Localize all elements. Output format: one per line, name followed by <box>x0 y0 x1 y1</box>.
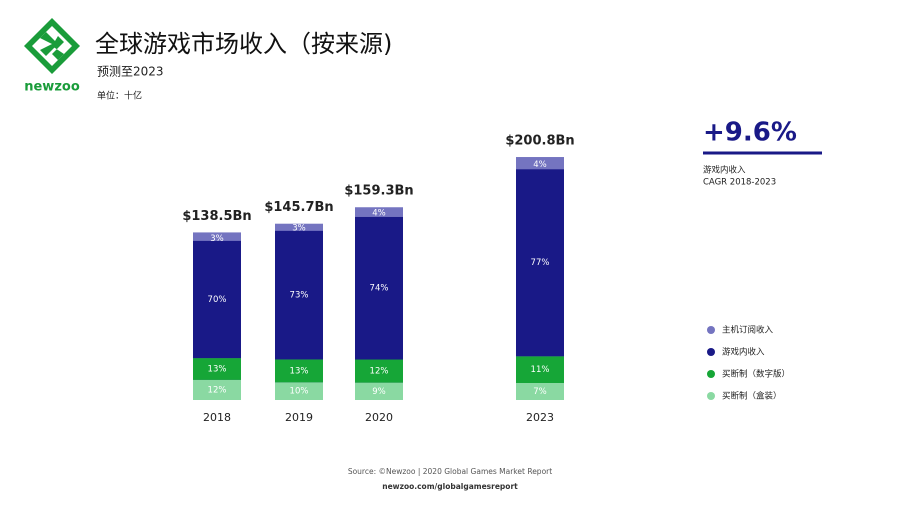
legend-label: 买断制（盒装） <box>722 391 782 402</box>
bar-segment <box>193 358 241 380</box>
bar-segment <box>355 216 403 360</box>
bar-segment <box>516 356 564 383</box>
bar-segment <box>275 225 323 231</box>
logo-mark <box>24 18 80 74</box>
segment-label: 13% <box>208 364 227 374</box>
segment-label: 7% <box>533 387 547 397</box>
annotation-period: CAGR 2018-2023 <box>703 178 776 188</box>
bar-segment <box>193 240 241 359</box>
bar-segment <box>355 359 403 383</box>
segment-label: 73% <box>290 291 309 301</box>
x-tick-label: 2018 <box>203 411 231 424</box>
segment-label: 12% <box>208 385 227 395</box>
legend-swatch <box>707 392 715 400</box>
bar-segment <box>193 235 241 241</box>
bar-segment <box>193 379 241 400</box>
bar-segment <box>516 382 564 400</box>
legend-label: 主机订阅收入 <box>722 325 774 336</box>
segment-label: 70% <box>208 295 227 305</box>
total-label: $138.5Bn <box>182 209 251 224</box>
segment-label: 13% <box>290 366 309 376</box>
segment-label: 74% <box>370 284 389 294</box>
x-tick-label: 2023 <box>526 411 554 424</box>
source: Source: ©Newzoo | 2020 Global Games Mark… <box>348 467 552 476</box>
total-label: $200.8Bn <box>505 134 574 149</box>
total-label: $145.7Bn <box>264 200 333 215</box>
source-url: newzoo.com/globalgamesreport <box>382 482 518 491</box>
segment-label: 10% <box>290 387 309 397</box>
bar-segment <box>275 382 323 400</box>
unit: 单位：十亿 <box>97 90 142 102</box>
legend-swatch <box>707 326 715 334</box>
legend-label: 买断制（数字版） <box>722 369 790 380</box>
segment-label: 4% <box>533 160 547 170</box>
segment-label: 77% <box>531 258 550 268</box>
segment-label: 9% <box>372 387 386 397</box>
legend-swatch <box>707 348 715 356</box>
bar-segment <box>355 209 403 217</box>
x-tick-label: 2019 <box>285 411 313 424</box>
bar-segment <box>355 382 403 400</box>
segment-label: 3% <box>210 234 224 244</box>
segment-label: 4% <box>372 209 386 219</box>
subtitle: 预测至2023 <box>97 65 164 79</box>
legend-label: 游戏内收入 <box>722 347 765 358</box>
total-label: $159.3Bn <box>344 184 413 199</box>
logo-text: newzoo <box>24 80 80 95</box>
bar-segment <box>516 159 564 170</box>
annotation-value: +9.6% <box>703 118 797 148</box>
segment-label: 12% <box>370 367 389 377</box>
bar-segment <box>275 359 323 383</box>
x-tick-label: 2020 <box>365 411 393 424</box>
chart-title: 全球游戏市场收入（按来源) <box>95 30 392 58</box>
annotation-label: 游戏内收入 <box>703 165 746 176</box>
segment-label: 3% <box>292 224 306 234</box>
segment-label: 11% <box>531 365 550 375</box>
legend-swatch <box>707 370 715 378</box>
bar-segment <box>275 230 323 360</box>
bar-segment <box>516 169 564 357</box>
